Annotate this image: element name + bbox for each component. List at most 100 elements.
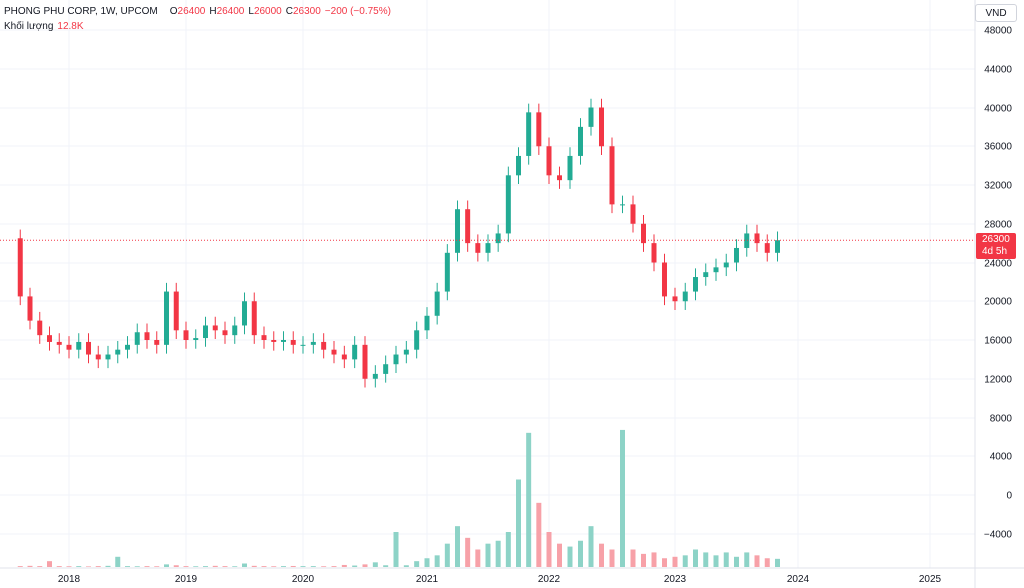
- candle-body: [242, 301, 247, 326]
- y-tick-label: 44000: [984, 65, 1012, 76]
- candle-body: [372, 373, 378, 379]
- volume-bar: [212, 565, 218, 567]
- y-tick-label: 0: [1006, 491, 1012, 502]
- candle-body: [516, 155, 521, 176]
- volume-bar: [321, 566, 327, 567]
- candle-body: [536, 112, 542, 147]
- candle-body: [609, 146, 615, 205]
- candle-body: [281, 340, 286, 342]
- time-axis[interactable]: 2018 2019 2020 2021 2022 2023 2024 2025: [58, 574, 942, 585]
- x-tick-label: 2021: [416, 574, 439, 585]
- y-tick-label: 12000: [984, 375, 1012, 386]
- y-tick-label: 24000: [984, 259, 1012, 270]
- y-tick-label: 36000: [984, 142, 1012, 153]
- candle-body: [290, 340, 296, 345]
- volume-bar: [310, 566, 316, 567]
- candle-body: [744, 233, 750, 248]
- candle-body: [713, 267, 719, 273]
- volume-bar: [66, 566, 72, 567]
- candle-body: [310, 341, 316, 345]
- volume-bar: [682, 555, 688, 567]
- volume-bar: [105, 565, 111, 567]
- candle-body: [47, 335, 52, 342]
- volume-bar: [754, 555, 760, 567]
- candle-body: [95, 354, 101, 360]
- volume-bar: [115, 556, 121, 567]
- volume-bar: [144, 566, 150, 567]
- candle-body: [734, 247, 739, 263]
- volume-bar: [526, 432, 532, 567]
- volume-bar: [300, 566, 306, 567]
- candle-body: [193, 338, 199, 340]
- volume-bar: [567, 546, 573, 567]
- candle-body: [183, 330, 189, 340]
- volume-row: Khối lượng 12.8K: [4, 19, 391, 34]
- volume-bar: [764, 558, 770, 567]
- candlestick-series: [17, 98, 780, 388]
- y-tick-label: 32000: [984, 181, 1012, 192]
- currency-button[interactable]: VND: [975, 4, 1017, 22]
- volume-bar: [261, 566, 267, 567]
- symbol-label[interactable]: PHONG PHU CORP, 1W, UPCOM: [4, 6, 158, 17]
- candle-body: [578, 126, 583, 156]
- candle-body: [154, 340, 160, 345]
- candle-body: [383, 364, 389, 374]
- price-axis[interactable]: 4800044000400003600032000280002400020000…: [984, 26, 1013, 541]
- volume-bar: [183, 566, 189, 567]
- volume-bar: [713, 555, 719, 567]
- volume-bar: [693, 549, 698, 567]
- ohlc-row: PHONG PHU CORP, 1W, UPCOM O26400 H26400 …: [4, 4, 391, 19]
- volume-bar: [495, 540, 501, 567]
- candle-body: [203, 325, 208, 339]
- candle-body: [76, 341, 82, 350]
- volume-bar: [414, 561, 420, 567]
- candle-body: [271, 340, 277, 342]
- y-tick-label: 48000: [984, 26, 1012, 37]
- volume-bar: [193, 566, 199, 567]
- candle-body: [232, 325, 238, 336]
- volume-bar: [232, 566, 238, 567]
- volume-bar: [134, 566, 140, 567]
- volume-bar: [703, 552, 709, 567]
- volume-bar: [17, 566, 23, 567]
- candle-body: [300, 344, 306, 346]
- candle-body: [775, 240, 780, 253]
- y-tick-label: 20000: [984, 297, 1012, 308]
- candle-body: [723, 262, 729, 268]
- volume-bar: [578, 540, 583, 567]
- candle-body: [465, 209, 471, 244]
- x-tick-label: 2023: [664, 574, 687, 585]
- volume-bar: [95, 566, 101, 567]
- volume-bar: [271, 566, 277, 567]
- volume-bar: [557, 543, 562, 567]
- volume-bar: [27, 565, 33, 567]
- volume-bar: [341, 564, 347, 567]
- volume-bar: [444, 543, 450, 567]
- low-label: L: [248, 6, 254, 17]
- x-tick-label: 2018: [58, 574, 81, 585]
- candle-body: [682, 291, 688, 302]
- volume-bar: [56, 566, 62, 567]
- volume-bar: [546, 532, 552, 567]
- volume-bar: [164, 564, 169, 567]
- close-label: C: [285, 6, 293, 17]
- candle-body: [403, 349, 409, 355]
- candle-body: [588, 107, 594, 127]
- candle-body: [599, 107, 604, 147]
- candle-body: [173, 291, 179, 331]
- volume-bar: [505, 532, 511, 567]
- volume-bar: [173, 565, 179, 567]
- volume-bar: [331, 566, 337, 567]
- volume-bar: [383, 565, 389, 567]
- volume-bar: [620, 429, 625, 567]
- candle-body: [764, 243, 770, 253]
- candle-body: [434, 291, 440, 316]
- candle-body: [651, 243, 657, 263]
- volume-bar: [352, 565, 358, 567]
- last-price-badge: 26300 4d 5h: [976, 233, 1016, 259]
- volume-bar: [393, 532, 399, 567]
- candle-body: [164, 291, 169, 345]
- candle-body: [17, 238, 23, 297]
- candle-body: [341, 354, 347, 360]
